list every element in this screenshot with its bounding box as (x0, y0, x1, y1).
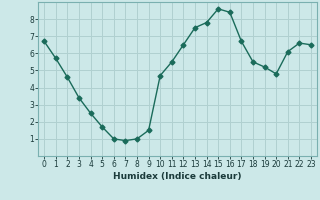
X-axis label: Humidex (Indice chaleur): Humidex (Indice chaleur) (113, 172, 242, 181)
